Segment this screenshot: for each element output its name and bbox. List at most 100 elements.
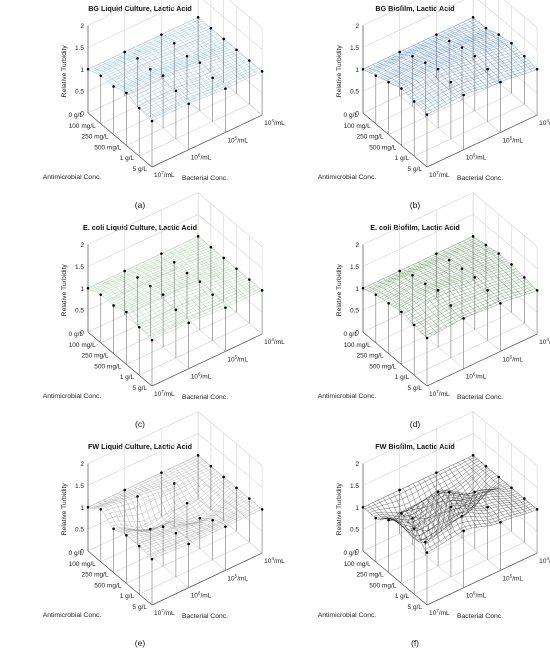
conc-tick-label: 500 mg/L [94,363,121,370]
data-point [412,527,416,530]
data-point [235,486,238,490]
z-tick-label: 0.5 [350,89,359,96]
data-point [497,252,500,255]
conc-tick-label: 100 mg/L [344,123,371,130]
z-tick-label: 1.5 [350,264,359,271]
data-point [436,67,440,71]
data-point [425,336,429,340]
conc-tick-label: 0 g/L [69,112,84,119]
bact-tick-label: 106/mL [466,591,487,600]
panel-label: (c) [135,419,145,429]
panel-label: (e) [135,638,146,648]
data-point [387,301,390,305]
data-point [484,464,488,468]
conc-tick-label: 250 mg/L [81,572,108,579]
data-point [125,91,128,95]
chart-title: BG Liquid Culture, Lactic Acid [88,4,192,13]
data-point [150,338,154,342]
bact-tick-label: 106/mL [191,591,212,600]
z-tick-label: 1.5 [75,264,84,271]
bact-tick-label: 104/mL [264,556,285,565]
data-point [411,54,414,58]
bact-tick-label: 105/mL [227,573,248,582]
data-stems [361,16,539,167]
data-point [473,276,477,279]
z-tick-label: 0 [80,111,84,118]
data-point [123,50,126,54]
data-point [424,540,427,544]
data-point [449,304,453,307]
data-point [462,317,465,320]
z-axis-label: Relative Turbidity [336,483,343,536]
bact-tick-label: 106/mL [466,372,487,381]
data-point [136,495,139,498]
data-point [222,37,225,41]
z-axis-label: Relative Turbidity [61,264,68,317]
data-point [447,39,451,43]
conc-tick-label: 5 g/L [408,604,423,611]
conc-tick-label: 500 mg/L [369,144,396,151]
data-point [149,284,152,288]
data-point [196,16,200,19]
conc-tick-label: 1 g/L [120,155,135,162]
data-point [99,508,103,511]
conc-tick-label: 0 g/L [344,550,359,557]
data-point [400,87,403,90]
data-point [196,454,200,457]
z-tick-label: 2 [80,242,84,249]
data-point [211,76,214,80]
conc-tick-label: 1 g/L [395,374,410,381]
data-stems [361,454,539,605]
data-point [86,286,90,290]
y-axis-label: Bacterial Conc. [457,613,503,620]
surface-mesh [87,236,263,341]
data-point [471,235,475,238]
y-axis-label: Bacterial Conc. [182,175,228,182]
conc-tick-label: 250 mg/L [356,134,383,141]
bact-tick-label: 106/mL [466,153,487,162]
z-tick-label: 2 [80,23,84,30]
z-tick-label: 1 [355,67,359,74]
panel-a: BG Liquid Culture, Lactic Acid 0 0.5 1 1.5 2 R… [43,0,285,210]
data-point [224,525,227,528]
bact-tick-label: 106/mL [191,153,212,162]
conc-tick-label: 1 g/L [120,374,135,381]
data-point [411,516,414,520]
z-tick-label: 1.5 [350,45,359,52]
conc-tick-label: 500 mg/L [369,582,396,589]
data-point [112,527,115,531]
data-point [86,67,90,71]
data-point [486,288,489,292]
z-tick-label: 0 [355,549,359,556]
z-tick-label: 0.5 [75,89,84,96]
data-point [436,490,440,494]
data-point [374,293,378,296]
z-tick-label: 0 [80,330,84,337]
data-point [412,323,416,327]
z-tick-label: 2 [80,461,84,468]
x-axis-label: Antimicrobial Conc. [318,174,377,181]
data-point [462,529,465,533]
data-point [484,243,488,247]
data-point [260,70,264,73]
conc-tick-label: 100 mg/L [344,342,371,349]
data-point [248,59,251,62]
y-axis-label: Bacterial Conc. [182,394,228,401]
data-point [198,516,202,520]
data-point [209,245,213,249]
data-point [471,454,475,457]
bact-tick-label: 104/mL [539,337,550,346]
bact-tick-label: 105/mL [227,135,248,144]
data-point [523,54,526,58]
x-axis-label: Antimicrobial Conc. [43,174,102,181]
y-axis-label: Bacterial Conc. [457,175,503,182]
conc-tick-label: 250 mg/L [81,353,108,360]
data-stems [86,16,264,167]
data-point [400,310,403,314]
z-tick-label: 0 [80,549,84,556]
conc-tick-label: 0 g/L [344,112,359,119]
conc-tick-label: 0 g/L [69,331,84,338]
x-axis-label: Antimicrobial Conc. [318,393,377,400]
z-tick-label: 0.5 [350,308,359,315]
conc-tick-label: 5 g/L [408,166,423,173]
